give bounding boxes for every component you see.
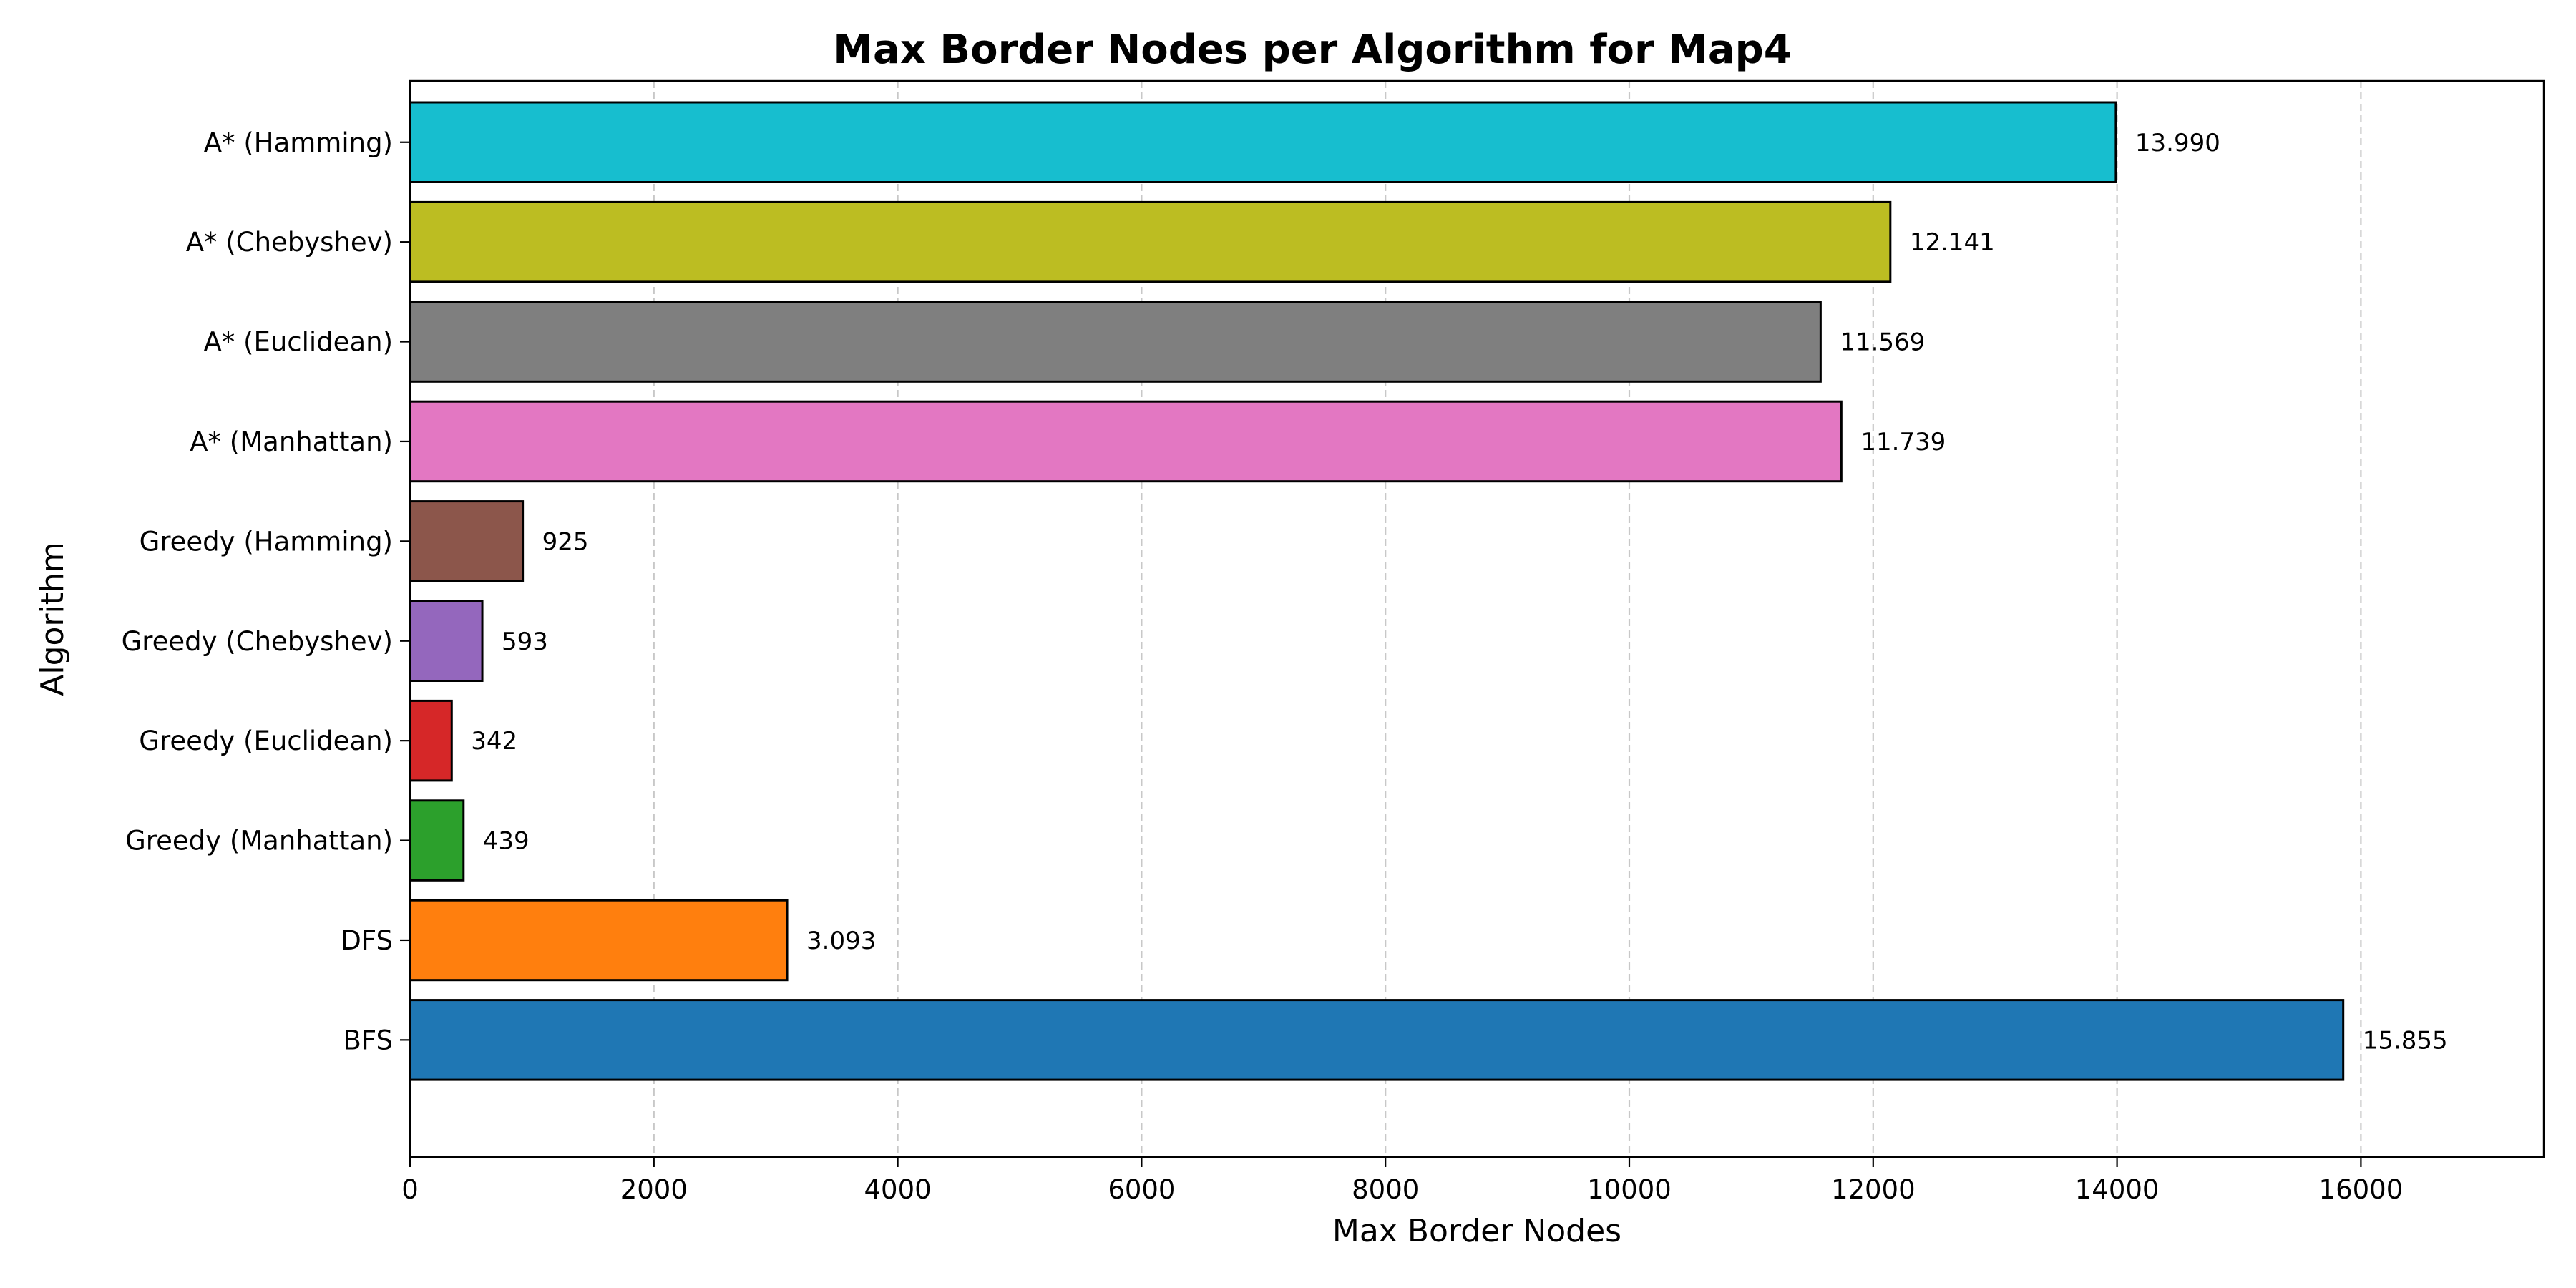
data-label: 15.855 [2363,1026,2448,1055]
bar [409,400,1843,483]
data-label: 342 [471,727,517,756]
bar [409,200,1892,283]
bar [409,500,525,582]
x-axis-label: Max Border Nodes [1332,1213,1621,1249]
y-tick-label: A* (Hamming) [204,127,393,158]
bar [409,699,453,782]
y-axis-ticks: BFS DFS Greedy (Manhattan) Greedy (Euclidea… [122,127,410,1055]
x-tick-label: 8000 [1352,1174,1419,1205]
bar [409,999,2345,1081]
y-tick-label: Greedy (Hamming) [140,526,393,557]
y-tick-label: BFS [343,1025,393,1055]
y-tick-label: DFS [341,925,393,956]
x-tick-label: 4000 [864,1174,932,1205]
data-label: 12.141 [1910,228,1995,257]
x-axis-ticks: 0 2000 4000 6000 8000 10000 12000 14000 16000 [401,1157,2403,1205]
y-tick-label: Greedy (Euclidean) [139,726,393,756]
grid-lines [653,81,2362,1157]
value-labels: 15.855 3.093 439 342 593 925 11.739 11.569 12.14… [471,129,2447,1055]
data-label: 13.990 [2135,129,2220,157]
x-tick-label: 14000 [2075,1174,2160,1205]
y-tick-label: A* (Euclidean) [203,327,393,358]
data-label: 925 [542,527,589,556]
data-label: 11.569 [1840,328,1925,357]
bar [409,101,2117,183]
x-tick-label: 0 [401,1174,419,1205]
y-tick-label: A* (Chebyshev) [186,227,393,258]
data-label: 439 [483,827,530,856]
y-tick-label: Greedy (Manhattan) [125,826,393,857]
x-tick-label: 2000 [620,1174,688,1205]
data-label: 11.739 [1860,428,1946,457]
chart-title: Max Border Nodes per Algorithm for Map4 [833,26,1791,73]
x-tick-label: 10000 [1587,1174,1672,1205]
bars [409,101,2345,1081]
bar [409,899,789,982]
y-tick-label: A* (Manhattan) [190,426,393,457]
data-label: 3.093 [806,927,876,955]
x-tick-label: 16000 [2319,1174,2404,1205]
x-tick-label: 6000 [1108,1174,1175,1205]
y-axis-label: Algorithm [34,542,71,696]
bar [409,301,1822,383]
bar [409,799,465,882]
bar [409,600,484,682]
data-label: 593 [502,628,548,656]
x-tick-label: 12000 [1831,1174,1916,1205]
plot-frame [409,79,2545,1158]
y-tick-label: Greedy (Chebyshev) [122,626,393,657]
